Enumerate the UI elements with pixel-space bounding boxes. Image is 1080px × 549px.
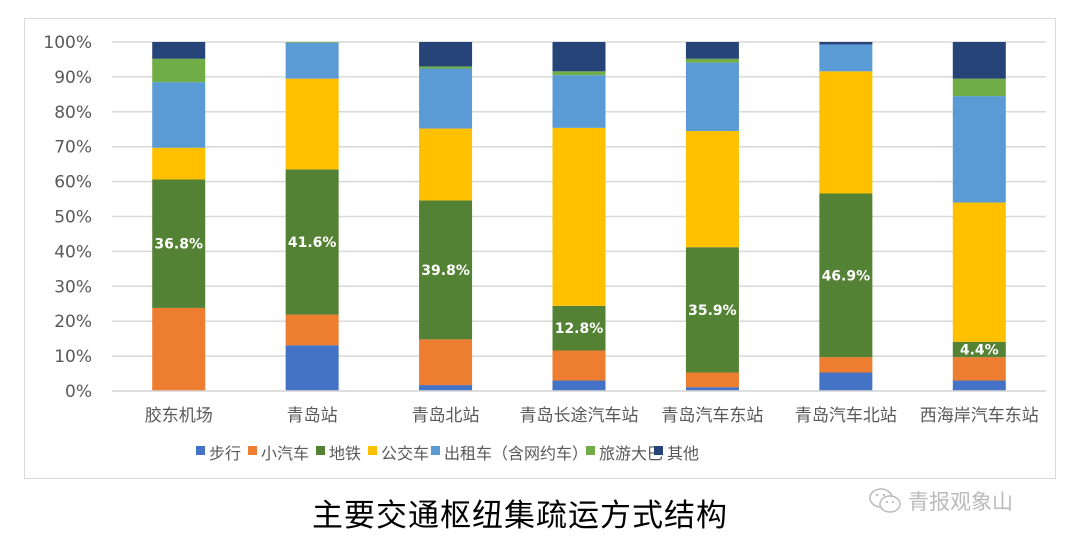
- x-tick-label: 青岛北站: [412, 406, 480, 426]
- y-tick-label: 10%: [54, 347, 92, 367]
- wechat-icon: [869, 488, 901, 513]
- bar-segment: [419, 339, 473, 386]
- bar-segment: [552, 350, 606, 381]
- bar-segment: [952, 341, 1006, 358]
- bar-segment: [685, 42, 739, 59]
- bar-segment: [819, 42, 873, 45]
- data-label: 39.8%: [421, 263, 470, 279]
- bar-segment: [952, 380, 1006, 391]
- chart-title: 主要交通枢纽集疏运方式结构: [312, 498, 728, 534]
- legend-swatch: [196, 446, 205, 455]
- legend-label: 地铁: [329, 444, 361, 463]
- data-label: 36.8%: [154, 237, 203, 253]
- legend-swatch: [586, 446, 595, 455]
- bar-segment: [152, 179, 206, 308]
- x-tick-label: 青岛站: [287, 406, 338, 426]
- legend-label: 其他: [667, 444, 699, 463]
- bar-segment: [552, 75, 606, 128]
- data-label: 4.4%: [960, 342, 999, 358]
- bar-segment: [819, 193, 873, 358]
- chart-frame: [24, 18, 1056, 479]
- data-label: 41.6%: [288, 235, 337, 251]
- bar-segment: [419, 68, 473, 129]
- legend-label: 小汽车: [261, 444, 309, 463]
- legend-swatch: [368, 446, 377, 455]
- legend-swatch: [654, 446, 663, 455]
- bar-segment: [819, 71, 873, 194]
- x-tick-label: 西海岸汽车东站: [920, 406, 1039, 426]
- bar-segment: [152, 82, 206, 148]
- bar-segment: [152, 307, 206, 391]
- bar-segment: [952, 42, 1006, 79]
- bar-segment: [552, 305, 606, 351]
- bar-segment: [552, 71, 606, 76]
- bar-segment: [152, 147, 206, 180]
- bar-segment: [685, 58, 739, 63]
- bar-segment: [285, 42, 339, 79]
- bar-segment: [819, 372, 873, 391]
- bar-segment: [552, 380, 606, 391]
- bar-segment: [285, 314, 339, 346]
- y-tick-label: 20%: [54, 312, 92, 332]
- bar-segment: [952, 96, 1006, 203]
- bar-segment: [952, 202, 1006, 342]
- legend-label: 公交车: [381, 444, 429, 463]
- bar-segment: [685, 387, 739, 391]
- legend-label: 出租车（含网约车）: [444, 444, 588, 463]
- bar-segment: [152, 42, 206, 59]
- bar-segment: [552, 127, 606, 306]
- bar-segment: [952, 78, 1006, 97]
- x-tick-label: 青岛长途汽车站: [520, 406, 639, 426]
- bar-segment: [152, 58, 206, 83]
- watermark: 青报观象山: [868, 486, 1013, 516]
- legend-swatch: [248, 446, 257, 455]
- x-tick-label: 胶东机场: [145, 406, 213, 426]
- x-tick-label: 青岛汽车北站: [795, 406, 897, 426]
- legend-label: 步行: [209, 444, 241, 463]
- bar-segment: [285, 78, 339, 170]
- y-tick-label: 70%: [54, 138, 92, 158]
- bar-segment: [685, 62, 739, 131]
- y-tick-label: 0%: [65, 382, 92, 402]
- y-tick-label: 30%: [54, 277, 92, 297]
- data-label: 12.8%: [555, 321, 604, 337]
- bar-segment: [419, 128, 473, 201]
- bar-segment: [685, 372, 739, 388]
- y-tick-label: 40%: [54, 242, 92, 262]
- bar-segment: [285, 345, 339, 391]
- bar-segment: [819, 44, 873, 72]
- y-tick-label: 90%: [54, 68, 92, 88]
- bar-segment: [419, 66, 473, 69]
- bar-segment: [552, 42, 606, 72]
- bar-segment: [685, 130, 739, 248]
- y-tick-label: 50%: [54, 208, 92, 228]
- bar-segment: [952, 357, 1006, 381]
- bar-segment: [419, 42, 473, 67]
- x-tick-label: 青岛汽车东站: [661, 406, 763, 426]
- bar-segment: [285, 42, 339, 43]
- bar-segment: [685, 247, 739, 373]
- watermark-text: 青报观象山: [908, 490, 1013, 514]
- legend-label: 旅游大巴: [599, 444, 663, 463]
- bar-segment: [819, 357, 873, 373]
- legend-swatch: [316, 446, 325, 455]
- y-tick-label: 80%: [54, 103, 92, 123]
- y-tick-label: 100%: [43, 33, 92, 53]
- legend-swatch: [431, 446, 440, 455]
- y-tick-label: 60%: [54, 173, 92, 193]
- data-label: 46.9%: [822, 268, 871, 284]
- bar-segment: [285, 169, 339, 315]
- bar-segment: [419, 200, 473, 340]
- bar-segment: [419, 385, 473, 391]
- data-label: 35.9%: [688, 303, 737, 319]
